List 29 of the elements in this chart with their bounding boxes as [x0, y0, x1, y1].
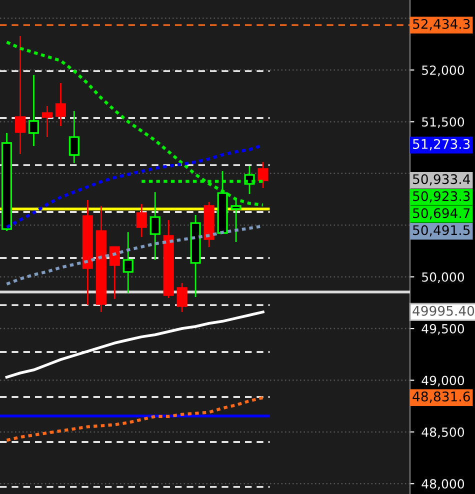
candlestick — [230, 198, 242, 243]
y-tick-label: 51,500 — [422, 117, 464, 128]
candlestick — [136, 203, 147, 238]
text: 50,923.3 — [413, 191, 470, 202]
y-tick-label: 48,000 — [422, 479, 464, 490]
candlestick — [28, 74, 40, 147]
candlestick — [42, 105, 52, 138]
candlestick — [14, 35, 26, 155]
text: 50,933.4 — [413, 174, 470, 186]
ref-line-label: 52,434.3 — [413, 18, 470, 30]
line-series — [5, 396, 265, 442]
y-tick-label: 49,500 — [422, 324, 464, 335]
text: 50,491.5 — [413, 225, 470, 236]
text: 49995.40 — [412, 306, 474, 316]
candlestick — [176, 282, 188, 313]
candlestick — [109, 246, 120, 300]
y-tick-label: 48,500 — [422, 427, 464, 438]
candlestick — [258, 161, 268, 189]
text: 51,273.3 — [413, 139, 470, 150]
candlestick — [68, 110, 80, 164]
candlestick — [150, 191, 160, 261]
candlestick — [55, 82, 66, 127]
y-tick-label: 52,000 — [422, 65, 464, 76]
y-tick-label: 49,000 — [422, 376, 464, 386]
text: 48,831.6 — [412, 392, 470, 403]
line-series — [5, 40, 265, 207]
text: 50,694.7 — [413, 208, 470, 220]
y-tick-label: 50,000 — [422, 272, 464, 284]
candlestick — [122, 231, 134, 294]
